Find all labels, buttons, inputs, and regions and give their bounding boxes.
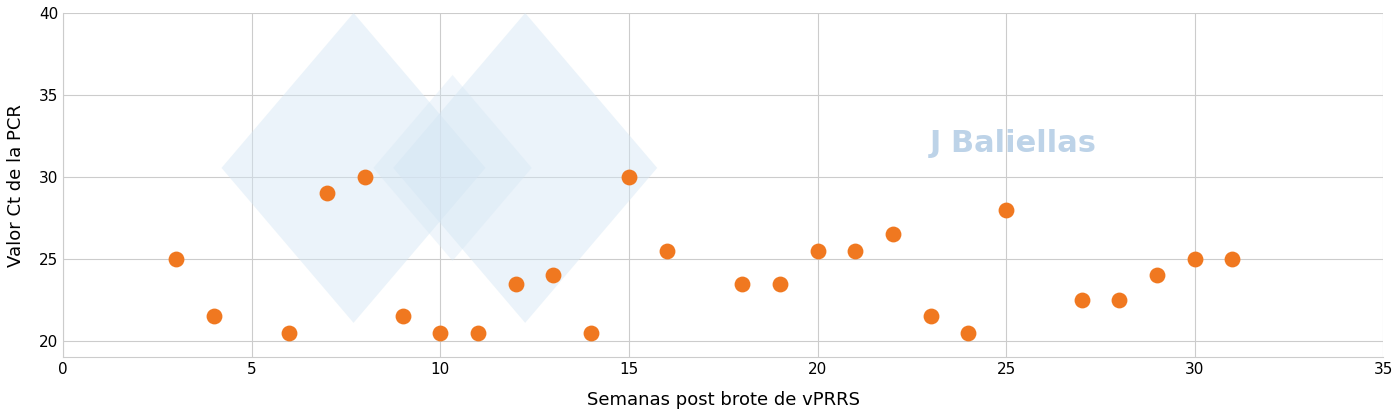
Point [504,280,526,287]
Point [392,313,414,319]
Point [731,280,753,287]
Point [1071,297,1093,303]
Point [1145,272,1168,279]
Point [1183,255,1205,262]
Polygon shape [221,13,486,323]
Polygon shape [393,13,657,323]
Text: J Baliellas: J Baliellas [930,129,1098,158]
Y-axis label: Valor Ct de la PCR: Valor Ct de la PCR [7,104,25,267]
Point [580,329,602,336]
Point [316,190,339,197]
Point [882,231,904,238]
Point [354,173,377,180]
Point [806,248,829,254]
Point [1221,255,1243,262]
Point [844,248,867,254]
Point [995,206,1018,213]
Point [279,329,301,336]
Point [542,272,564,279]
Point [769,280,791,287]
Point [165,255,188,262]
Point [617,173,640,180]
Point [203,313,225,319]
Point [920,313,942,319]
Point [428,329,451,336]
Point [655,248,678,254]
Polygon shape [374,75,532,261]
Point [466,329,489,336]
X-axis label: Semanas post brote de vPRRS: Semanas post brote de vPRRS [587,391,860,409]
Point [1109,297,1131,303]
Point [958,329,980,336]
